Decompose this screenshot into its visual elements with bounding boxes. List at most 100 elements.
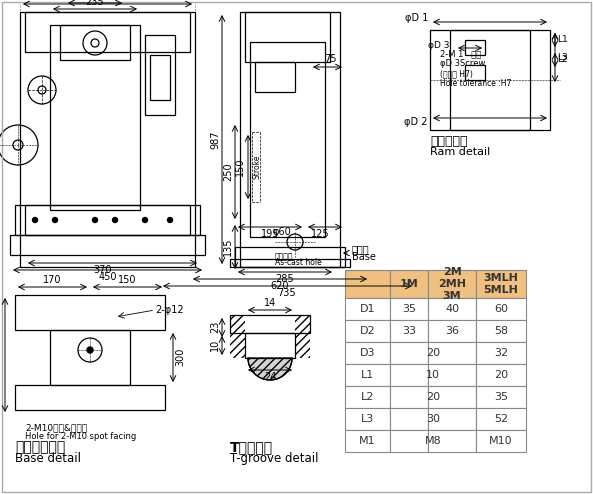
Text: 620: 620: [271, 281, 289, 291]
Bar: [390, 320, 428, 342]
Bar: [295, 315, 310, 358]
Bar: [476, 270, 526, 298]
Bar: [428, 320, 476, 342]
Text: 23: 23: [210, 321, 220, 333]
Bar: [240, 12, 340, 267]
Bar: [428, 430, 476, 452]
Circle shape: [87, 347, 93, 353]
Circle shape: [93, 217, 97, 222]
Bar: [390, 298, 428, 320]
Text: L3: L3: [557, 52, 568, 61]
Text: 195: 195: [261, 229, 279, 239]
Bar: [345, 408, 390, 430]
Bar: [428, 298, 476, 320]
Text: Stroke: Stroke: [253, 155, 262, 179]
Text: D1: D1: [360, 304, 375, 314]
Text: 20: 20: [494, 370, 508, 380]
Bar: [428, 408, 476, 430]
Bar: [345, 270, 390, 298]
Text: 58: 58: [494, 326, 508, 336]
Text: 270: 270: [88, 0, 107, 2]
Bar: [255, 62, 295, 92]
Bar: [465, 65, 485, 80]
Text: Hole tolerance :H7: Hole tolerance :H7: [440, 79, 511, 87]
Text: M1: M1: [359, 436, 376, 446]
Circle shape: [53, 217, 58, 222]
Text: L2: L2: [361, 392, 374, 402]
Text: 150: 150: [86, 0, 104, 1]
Bar: [150, 55, 170, 100]
Bar: [390, 386, 428, 408]
Text: 30: 30: [426, 414, 440, 424]
Text: 735: 735: [278, 288, 296, 298]
Bar: [476, 386, 526, 408]
Text: T溝部詳細: T溝部詳細: [230, 440, 273, 454]
Text: 2-φ12: 2-φ12: [155, 305, 184, 315]
Bar: [345, 430, 390, 452]
Bar: [235, 247, 345, 267]
Bar: [476, 430, 526, 452]
Bar: [476, 364, 526, 386]
Text: 20: 20: [426, 348, 440, 358]
Bar: [10, 235, 205, 255]
Bar: [345, 364, 390, 386]
Bar: [245, 333, 295, 358]
Bar: [345, 320, 390, 342]
Bar: [50, 330, 130, 385]
Text: 14: 14: [264, 298, 276, 308]
Text: 285: 285: [276, 274, 294, 284]
Bar: [25, 12, 190, 52]
Text: As-cast hole: As-cast hole: [275, 258, 322, 267]
Bar: [245, 12, 330, 62]
Bar: [390, 364, 428, 386]
Text: T-groove detail: T-groove detail: [230, 452, 318, 465]
Text: 250: 250: [223, 163, 233, 181]
Text: 52: 52: [494, 414, 508, 424]
Text: 235: 235: [85, 0, 104, 7]
Bar: [476, 320, 526, 342]
Text: 10: 10: [210, 339, 220, 351]
Bar: [20, 12, 195, 267]
Text: M8: M8: [425, 436, 441, 446]
Text: 24: 24: [264, 372, 276, 382]
Bar: [428, 386, 476, 408]
Text: 150: 150: [235, 158, 245, 176]
Text: Base detail: Base detail: [15, 452, 81, 465]
Bar: [50, 25, 140, 210]
Text: 2-M10用穴&座くり: 2-M10用穴&座くり: [25, 423, 87, 432]
Text: 75: 75: [324, 54, 336, 64]
Text: 300: 300: [175, 348, 185, 366]
Text: φ60: φ60: [273, 227, 291, 237]
Text: Base: Base: [352, 252, 376, 262]
Bar: [428, 364, 476, 386]
Circle shape: [33, 217, 37, 222]
Text: 450: 450: [98, 272, 117, 282]
Text: 40: 40: [445, 304, 459, 314]
Bar: [465, 40, 485, 55]
Bar: [430, 30, 550, 130]
Text: 410: 410: [0, 346, 3, 364]
Text: L2: L2: [557, 55, 568, 65]
Text: 20: 20: [426, 392, 440, 402]
Text: 35: 35: [494, 392, 508, 402]
Bar: [345, 386, 390, 408]
Text: ベース部詳細: ベース部詳細: [15, 440, 65, 454]
Bar: [450, 30, 530, 130]
Bar: [230, 315, 245, 358]
Text: Hole for 2-M10 spot facing: Hole for 2-M10 spot facing: [25, 432, 136, 441]
Text: 2-M 1   ネジ: 2-M 1 ネジ: [440, 49, 482, 58]
Text: φD 2: φD 2: [404, 117, 428, 127]
Bar: [390, 270, 428, 298]
Circle shape: [113, 217, 117, 222]
Bar: [230, 315, 310, 333]
Text: 150: 150: [118, 275, 136, 285]
Bar: [25, 205, 190, 235]
Text: 135: 135: [223, 238, 233, 256]
Text: 10: 10: [426, 370, 440, 380]
Text: φD 3Screw: φD 3Screw: [440, 59, 486, 69]
Text: ラム部詳細: ラム部詳細: [430, 135, 467, 148]
Bar: [145, 35, 175, 115]
Text: D2: D2: [360, 326, 375, 336]
Text: 32: 32: [494, 348, 508, 358]
Bar: [476, 298, 526, 320]
